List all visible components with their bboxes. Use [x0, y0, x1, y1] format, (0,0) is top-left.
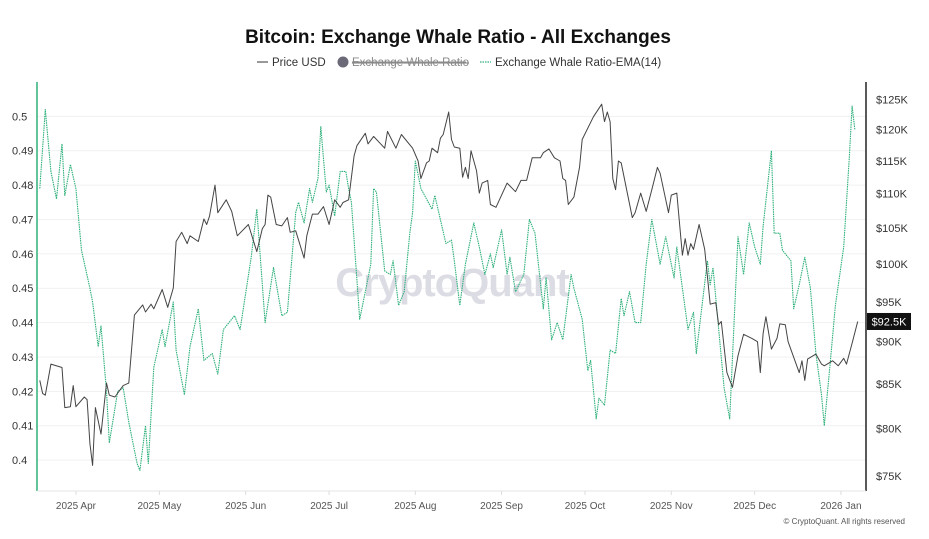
x-tick-label: 2025 Sep	[480, 501, 523, 512]
current-price-box	[867, 312, 911, 330]
legend-item-ema[interactable]: Exchange Whale Ratio-EMA(14)	[480, 57, 661, 69]
x-tick-label: 2025 Jul	[310, 501, 348, 512]
current-price-marker: $92.5K	[867, 312, 911, 330]
left-tick-label: 0.4	[12, 455, 27, 467]
x-tick-label: 2025 Nov	[650, 501, 693, 512]
gridlines	[37, 115, 866, 461]
legend-label-ema: Exchange Whale Ratio-EMA(14)	[495, 57, 661, 69]
chart-title: Bitcoin: Exchange Whale Ratio - All Exch…	[245, 27, 671, 48]
left-tick-label: 0.46	[12, 249, 33, 261]
right-tick-label: $120K	[876, 125, 908, 137]
right-tick-label: $80K	[876, 424, 902, 436]
right-tick-label: $75K	[876, 471, 902, 483]
right-tick-label: $90K	[876, 337, 902, 349]
x-tick-label: 2025 Oct	[565, 501, 606, 512]
legend-item-price[interactable]: Price USD	[257, 57, 326, 69]
left-tick-label: 0.42	[12, 386, 33, 398]
left-tick-label: 0.47	[12, 214, 33, 226]
x-axis-ticks: 2025 Apr 2025 May 2025 Jun 2025 Jul 2025 Aug…	[56, 491, 862, 512]
left-tick-label: 0.43	[12, 352, 33, 364]
watermark: CryptoQuant	[335, 261, 569, 305]
x-tick-label: 2025 Apr	[56, 501, 97, 512]
legend-item-whale-ratio[interactable]: Exchange Whale Ratio	[337, 56, 469, 70]
left-axis-ticks: 0.4 0.41 0.42 0.43 0.44 0.45 0.46 0.47 0.48 0.49 0…	[12, 111, 33, 467]
right-tick-label: $100K	[876, 259, 908, 271]
x-tick-label: 2025 Aug	[394, 501, 436, 512]
copyright: © CryptoQuant. All rights reserved	[784, 517, 906, 526]
left-tick-label: 0.48	[12, 180, 33, 192]
right-tick-label: $110K	[876, 189, 908, 201]
x-tick-label: 2025 Dec	[733, 501, 776, 512]
left-tick-label: 0.5	[12, 111, 27, 123]
left-tick-label: 0.44	[12, 318, 33, 330]
x-tick-label: 2026 Jan	[820, 501, 861, 512]
right-tick-label: $85K	[876, 379, 902, 391]
right-axis-ticks: $75K $80K $85K $90K $95K $100K $105K $110K $115K…	[876, 94, 908, 483]
price-series-line	[39, 103, 859, 466]
right-tick-label: $115K	[876, 156, 908, 168]
x-tick-label: 2025 Jun	[225, 501, 266, 512]
series-group	[39, 103, 859, 471]
left-tick-label: 0.41	[12, 421, 33, 433]
legend-swatch-whale-ratio	[337, 56, 349, 68]
left-tick-label: 0.45	[12, 283, 33, 295]
x-tick-label: 2025 May	[137, 501, 181, 512]
legend-label-whale-ratio: Exchange Whale Ratio	[352, 57, 469, 69]
right-tick-label: $105K	[876, 223, 908, 235]
current-price-label: $92.5K	[872, 316, 908, 328]
right-tick-label: $95K	[876, 297, 902, 309]
legend-label-price: Price USD	[272, 57, 326, 69]
legend: Price USD Exchange Whale Ratio Exchange …	[257, 56, 661, 70]
right-tick-label: $125K	[876, 94, 908, 106]
left-tick-label: 0.49	[12, 146, 33, 158]
ema-series-line	[39, 105, 856, 471]
